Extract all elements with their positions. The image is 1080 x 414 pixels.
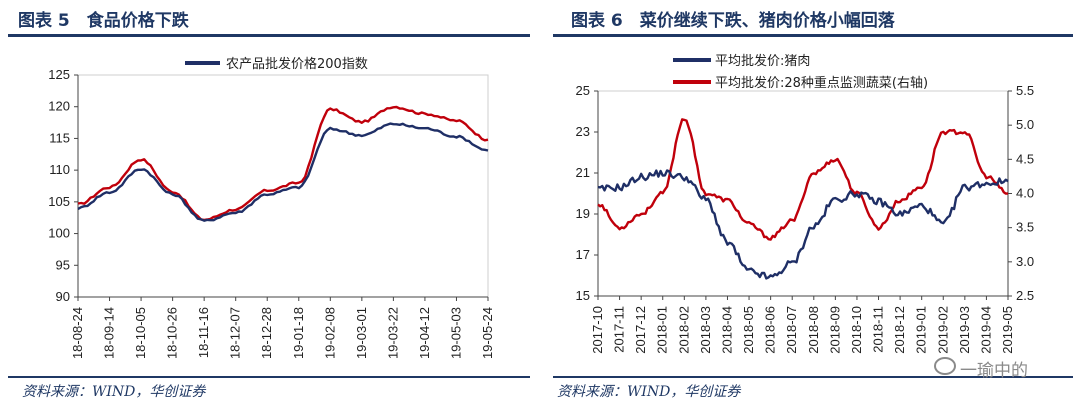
- x-tick-label: 18-09-14: [102, 307, 117, 359]
- chart-panel-food-prices: 图表 5 食品价格下跌 90 95 100 105 110 115 120 125 18-08…: [0, 0, 530, 414]
- x-tick-label: 2017-12: [633, 306, 648, 354]
- y-tick-label-left: 15: [576, 288, 590, 303]
- watermark-text: 一瑜中的: [960, 361, 1028, 381]
- source-note: 资料来源：WIND，华创证券: [557, 384, 741, 400]
- x-tick-label: 2019-05: [1000, 306, 1015, 354]
- y-tick-label: 105: [48, 194, 70, 209]
- legend-label-agri-index: 农产品批发价格200指数: [226, 56, 368, 72]
- y-tick-label-right: 5.0: [1016, 117, 1034, 132]
- x-tick-label: 18-08-24: [70, 307, 85, 359]
- x-tick-label: 2018-01: [655, 306, 670, 354]
- x-tick-label: 2018-11: [871, 306, 886, 353]
- y-tick-label-left: 17: [576, 247, 590, 262]
- chart-left-svg: 90 95 100 105 110 115 120 125 18-08-24 18-09-14 1…: [48, 56, 495, 359]
- y-tick-label: 90: [56, 289, 70, 304]
- y-tick-label-right: 2.5: [1016, 288, 1034, 303]
- x-tick-label: 18-12-28: [259, 307, 274, 359]
- x-tick-label: 2019-04: [978, 306, 993, 354]
- y-tick-label: 120: [48, 99, 70, 114]
- y-tick-label: 100: [48, 226, 70, 241]
- x-tick-label: 2018-05: [741, 306, 756, 354]
- x-tick-label: 2018-03: [698, 306, 713, 354]
- y-tick-label-right: 5.5: [1016, 83, 1034, 98]
- x-tick-label: 2018-10: [849, 306, 864, 354]
- x-tick-label: 18-10-26: [165, 307, 180, 359]
- source-rule: [8, 376, 530, 378]
- chart-title: 图表 6 菜价继续下跌、猪肉价格小幅回落: [571, 11, 895, 31]
- y-tick-label-right: 3.0: [1016, 254, 1034, 269]
- y-tick-label: 115: [49, 130, 70, 145]
- y-tick-label-left: 21: [576, 165, 590, 180]
- legend-label-pork: 平均批发价:猪肉: [715, 53, 810, 69]
- x-tick-label: 18-10-05: [133, 307, 148, 359]
- x-tick-label: 2018-12: [892, 306, 907, 354]
- x-tick-label: 2018-08: [806, 306, 821, 354]
- y-tick-label: 95: [56, 257, 70, 272]
- series-line-secondary: [77, 105, 489, 222]
- y-tick-label-right: 4.5: [1016, 151, 1034, 166]
- legend-label-vegetables: 平均批发价:28种重点监测蔬菜(右轴): [715, 75, 928, 91]
- x-tick-label: 19-05-24: [480, 307, 495, 359]
- x-tick-label: 2018-09: [827, 306, 842, 354]
- y-tick-label-left: 25: [576, 83, 590, 98]
- x-tick-label: 2018-02: [676, 306, 691, 354]
- y-tick-label: 125: [48, 67, 70, 82]
- x-tick-label: 19-05-03: [448, 307, 463, 359]
- x-tick-label: 19-03-01: [354, 307, 369, 359]
- x-tick-label: 2019-02: [935, 306, 950, 354]
- x-tick-label: 18-11-16: [196, 307, 211, 358]
- chart-right-svg: 15 17 19 21 23 25 2.5 3.0 3.5 4.0 4.5 5.0 5.5 2017-…: [576, 53, 1035, 354]
- x-tick-label: 2018-06: [763, 306, 778, 354]
- y-tick-label-right: 3.5: [1016, 220, 1034, 235]
- x-tick-label: 19-02-08: [322, 307, 337, 359]
- x-tick-label: 2018-04: [719, 306, 734, 354]
- x-tick-label: 2018-07: [784, 306, 799, 354]
- source-rule: [553, 376, 1073, 378]
- y-tick-label-right: 4.0: [1016, 186, 1034, 201]
- x-tick-label: 18-12-07: [228, 307, 243, 359]
- x-tick-label: 19-04-12: [417, 307, 432, 359]
- chart-panel-veg-pork-prices: 图表 6 菜价继续下跌、猪肉价格小幅回落 15 17 19 21 23 25 2.5 3.0…: [553, 0, 1080, 414]
- series-line-pork: [597, 169, 1009, 280]
- x-tick-label: 2017-11: [612, 306, 627, 353]
- y-tick-label: 110: [49, 162, 70, 177]
- title-rule: [553, 34, 1073, 37]
- wechat-icon: [934, 357, 956, 375]
- x-tick-label: 2019-01: [914, 306, 929, 354]
- chart-title: 图表 5 食品价格下跌: [18, 11, 189, 31]
- source-note: 资料来源：WIND，华创证券: [22, 384, 206, 400]
- title-rule: [8, 34, 530, 37]
- y-tick-label-left: 19: [576, 206, 590, 221]
- y-tick-label-left: 23: [576, 124, 590, 139]
- x-tick-label: 19-03-22: [385, 307, 400, 359]
- x-tick-label: 19-01-18: [291, 307, 306, 359]
- series-line-vegetables: [597, 118, 1009, 241]
- series-line-agri-index: [77, 122, 489, 222]
- x-tick-label: 2019-03: [957, 306, 972, 354]
- x-tick-label: 2017-10: [590, 306, 605, 354]
